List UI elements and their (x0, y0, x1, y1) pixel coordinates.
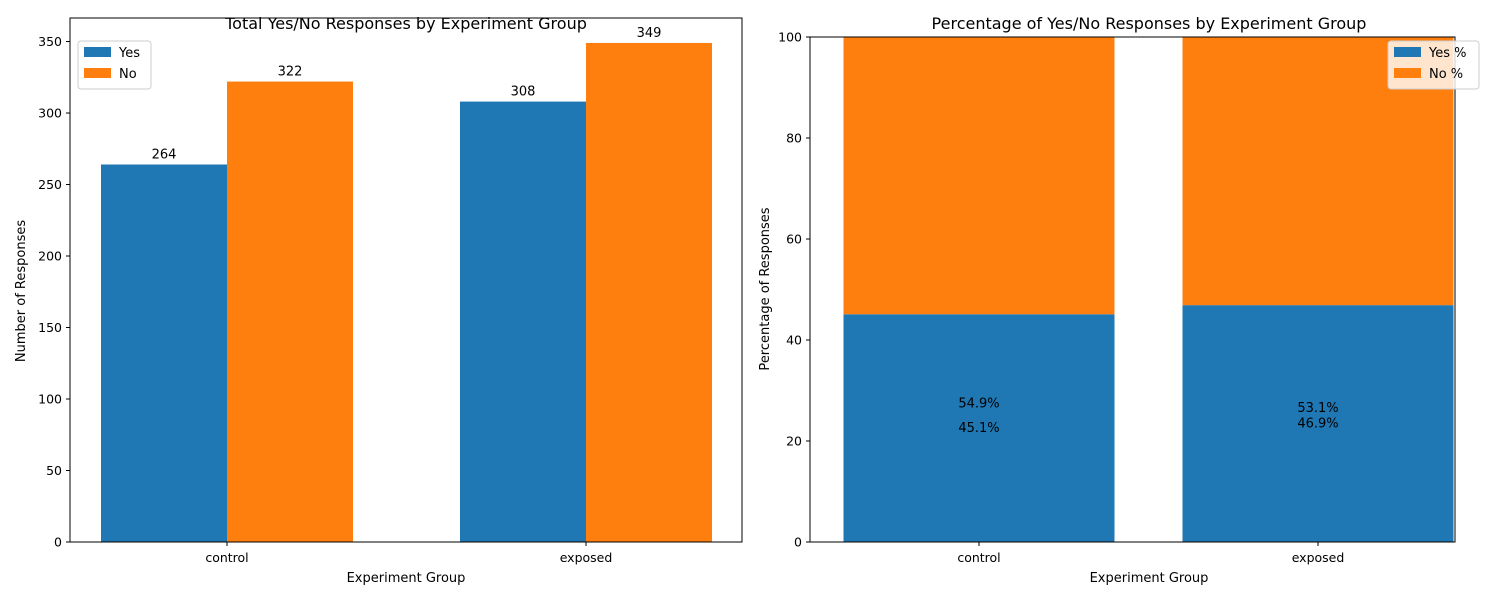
y-tick-label: 40 (786, 333, 802, 348)
legend-swatch (84, 47, 111, 57)
y-tick-label: 100 (38, 392, 62, 407)
legend-label: No (119, 67, 137, 82)
y-tick-label: 250 (38, 177, 62, 192)
chart-title: Total Yes/No Responses by Experiment Gro… (224, 14, 587, 33)
bar-yes--control (843, 314, 1115, 542)
data-label: 53.1% (1297, 401, 1338, 416)
y-tick-label: 100 (778, 30, 802, 45)
chart-title: Percentage of Yes/No Responses by Experi… (932, 14, 1367, 33)
y-tick-label: 0 (54, 535, 62, 550)
legend: Yes No (77, 40, 152, 90)
bar-yes-exposed (460, 101, 586, 543)
x-axis-ticks: control exposed (205, 542, 612, 565)
y-tick-label: 20 (786, 434, 802, 449)
chart-percentage-responses: Percentage of Yes/No Responses by Experi… (758, 14, 1480, 586)
x-tick-label: control (957, 550, 1000, 565)
bar-group (843, 37, 1454, 542)
bar-no-exposed (586, 42, 712, 542)
y-tick-label: 80 (786, 131, 802, 146)
legend-label: No % (1429, 67, 1463, 82)
legend-swatch (1394, 68, 1421, 78)
legend-swatch (1394, 47, 1421, 57)
y-axis-label: Percentage of Responses (758, 207, 773, 370)
y-axis-ticks: 0 20 40 60 80 100 (778, 30, 810, 550)
x-axis-label: Experiment Group (347, 571, 466, 586)
x-tick-label: exposed (1292, 550, 1345, 565)
data-label: 349 (637, 26, 662, 41)
data-labels: 45.1% 54.9% 46.9%53.1% (958, 396, 1338, 436)
bar-group (101, 42, 712, 543)
data-label: 46.9% (1297, 417, 1338, 432)
legend-label: Yes % (1428, 46, 1466, 61)
plot-frame (69, 17, 743, 543)
x-axis-ticks: control exposed (957, 542, 1344, 565)
chart-total-responses: Total Yes/No Responses by Experiment Gro… (14, 14, 743, 586)
y-axis-label: Number of Responses (14, 220, 29, 362)
y-tick-label: 0 (794, 535, 802, 550)
data-label: 322 (278, 65, 303, 80)
plot-frame (809, 36, 1456, 543)
data-label: 308 (511, 85, 536, 100)
y-tick-label: 150 (38, 320, 62, 335)
legend-label: Yes (118, 46, 140, 61)
data-label: 45.1% (958, 421, 999, 436)
x-tick-label: exposed (560, 550, 613, 565)
y-tick-label: 300 (38, 106, 62, 121)
legend: Yes % No % (1387, 40, 1480, 90)
data-label: 264 (152, 147, 177, 162)
bar-yes-control (101, 164, 227, 542)
legend-swatch (84, 68, 111, 78)
x-axis-label: Experiment Group (1090, 571, 1209, 586)
y-axis-ticks: 0 50 100 150 200 250 300 350 (38, 34, 70, 550)
data-label: 54.9% (958, 396, 999, 411)
bar-yes--exposed (1182, 305, 1454, 542)
bar-no--control (843, 37, 1115, 315)
bar-no-control (227, 81, 353, 543)
y-tick-label: 50 (46, 463, 62, 478)
y-tick-label: 60 (786, 232, 802, 247)
data-labels: 264 308 322 349 (152, 26, 662, 163)
y-tick-label: 200 (38, 249, 62, 264)
y-tick-label: 350 (38, 34, 62, 49)
x-tick-label: control (205, 550, 248, 565)
